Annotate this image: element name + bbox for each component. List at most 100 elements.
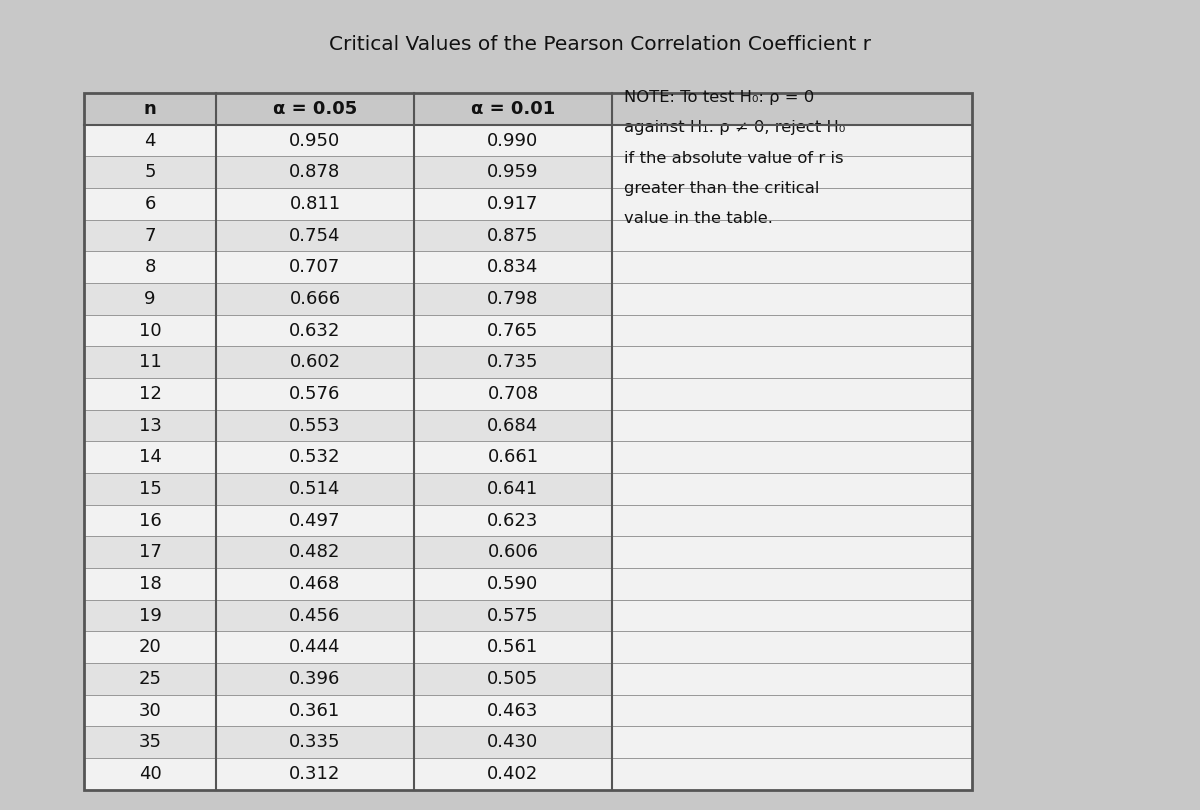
Bar xyxy=(216,378,414,410)
Bar xyxy=(414,378,612,410)
Bar xyxy=(612,727,972,758)
Bar xyxy=(612,315,972,347)
Bar xyxy=(216,695,414,727)
Bar xyxy=(84,727,216,758)
Bar xyxy=(216,599,414,632)
Text: greater than the critical: greater than the critical xyxy=(624,181,820,196)
Bar xyxy=(612,188,972,220)
Text: 0.990: 0.990 xyxy=(487,132,539,150)
Text: 0.623: 0.623 xyxy=(487,512,539,530)
Bar xyxy=(612,473,972,505)
Text: 0.335: 0.335 xyxy=(289,733,341,751)
Bar xyxy=(216,663,414,695)
Text: 0.514: 0.514 xyxy=(289,480,341,498)
Bar xyxy=(84,599,216,632)
Bar xyxy=(216,632,414,663)
Bar xyxy=(612,125,972,156)
Bar xyxy=(84,315,216,347)
Text: 0.361: 0.361 xyxy=(289,701,341,719)
Text: NOTE: To test H₀: ρ = 0: NOTE: To test H₀: ρ = 0 xyxy=(624,91,815,105)
Bar xyxy=(84,536,216,568)
Text: 30: 30 xyxy=(139,701,161,719)
Bar xyxy=(612,695,972,727)
Bar xyxy=(84,758,216,790)
Bar xyxy=(216,536,414,568)
Bar xyxy=(414,156,612,188)
Bar xyxy=(414,536,612,568)
Text: 0.482: 0.482 xyxy=(289,544,341,561)
Bar xyxy=(414,125,612,156)
Text: 0.444: 0.444 xyxy=(289,638,341,656)
Bar xyxy=(84,284,216,315)
Text: 0.602: 0.602 xyxy=(289,353,341,371)
Text: 0.576: 0.576 xyxy=(289,385,341,403)
Bar xyxy=(84,632,216,663)
Bar xyxy=(414,347,612,378)
Text: 0.396: 0.396 xyxy=(289,670,341,688)
Bar xyxy=(216,93,414,125)
Text: 0.878: 0.878 xyxy=(289,164,341,181)
Text: 0.641: 0.641 xyxy=(487,480,539,498)
Text: 0.553: 0.553 xyxy=(289,416,341,435)
Text: 10: 10 xyxy=(139,322,161,339)
Text: 20: 20 xyxy=(139,638,161,656)
Bar xyxy=(216,410,414,441)
Bar xyxy=(84,695,216,727)
Text: 0.606: 0.606 xyxy=(487,544,539,561)
Bar xyxy=(414,315,612,347)
Text: value in the table.: value in the table. xyxy=(624,211,773,226)
Bar xyxy=(414,568,612,599)
Bar xyxy=(414,284,612,315)
Text: 0.575: 0.575 xyxy=(487,607,539,625)
Text: 0.661: 0.661 xyxy=(487,448,539,467)
Text: 16: 16 xyxy=(139,512,161,530)
Bar xyxy=(612,220,972,251)
Bar xyxy=(84,505,216,536)
Text: 0.707: 0.707 xyxy=(289,258,341,276)
Text: 4: 4 xyxy=(144,132,156,150)
Bar xyxy=(414,599,612,632)
Text: 0.402: 0.402 xyxy=(487,765,539,783)
Bar xyxy=(414,663,612,695)
Text: 0.312: 0.312 xyxy=(289,765,341,783)
Text: 0.765: 0.765 xyxy=(487,322,539,339)
Text: 0.959: 0.959 xyxy=(487,164,539,181)
Bar xyxy=(216,505,414,536)
Bar xyxy=(612,441,972,473)
Bar xyxy=(84,347,216,378)
Bar xyxy=(414,188,612,220)
Bar xyxy=(216,727,414,758)
Bar xyxy=(216,188,414,220)
Text: 0.735: 0.735 xyxy=(487,353,539,371)
Bar xyxy=(84,410,216,441)
Text: 0.532: 0.532 xyxy=(289,448,341,467)
Bar xyxy=(612,505,972,536)
Text: 35: 35 xyxy=(138,733,162,751)
Bar xyxy=(84,220,216,251)
Bar xyxy=(216,441,414,473)
Text: 0.561: 0.561 xyxy=(487,638,539,656)
Bar xyxy=(216,758,414,790)
Bar xyxy=(612,410,972,441)
Text: 0.834: 0.834 xyxy=(487,258,539,276)
Text: 0.811: 0.811 xyxy=(289,195,341,213)
Text: 17: 17 xyxy=(138,544,162,561)
Text: 11: 11 xyxy=(139,353,161,371)
Bar xyxy=(84,378,216,410)
Text: 0.798: 0.798 xyxy=(487,290,539,308)
Text: 0.754: 0.754 xyxy=(289,227,341,245)
Bar xyxy=(414,632,612,663)
Bar xyxy=(216,347,414,378)
Bar xyxy=(612,156,972,188)
Text: 13: 13 xyxy=(138,416,162,435)
Text: 0.456: 0.456 xyxy=(289,607,341,625)
Text: 0.875: 0.875 xyxy=(487,227,539,245)
Bar xyxy=(216,315,414,347)
Bar xyxy=(216,284,414,315)
Text: 5: 5 xyxy=(144,164,156,181)
Text: Critical Values of the Pearson Correlation Coefficient r: Critical Values of the Pearson Correlati… xyxy=(329,35,871,54)
Text: 0.497: 0.497 xyxy=(289,512,341,530)
Bar xyxy=(84,93,972,790)
Bar xyxy=(414,93,612,125)
Text: 7: 7 xyxy=(144,227,156,245)
